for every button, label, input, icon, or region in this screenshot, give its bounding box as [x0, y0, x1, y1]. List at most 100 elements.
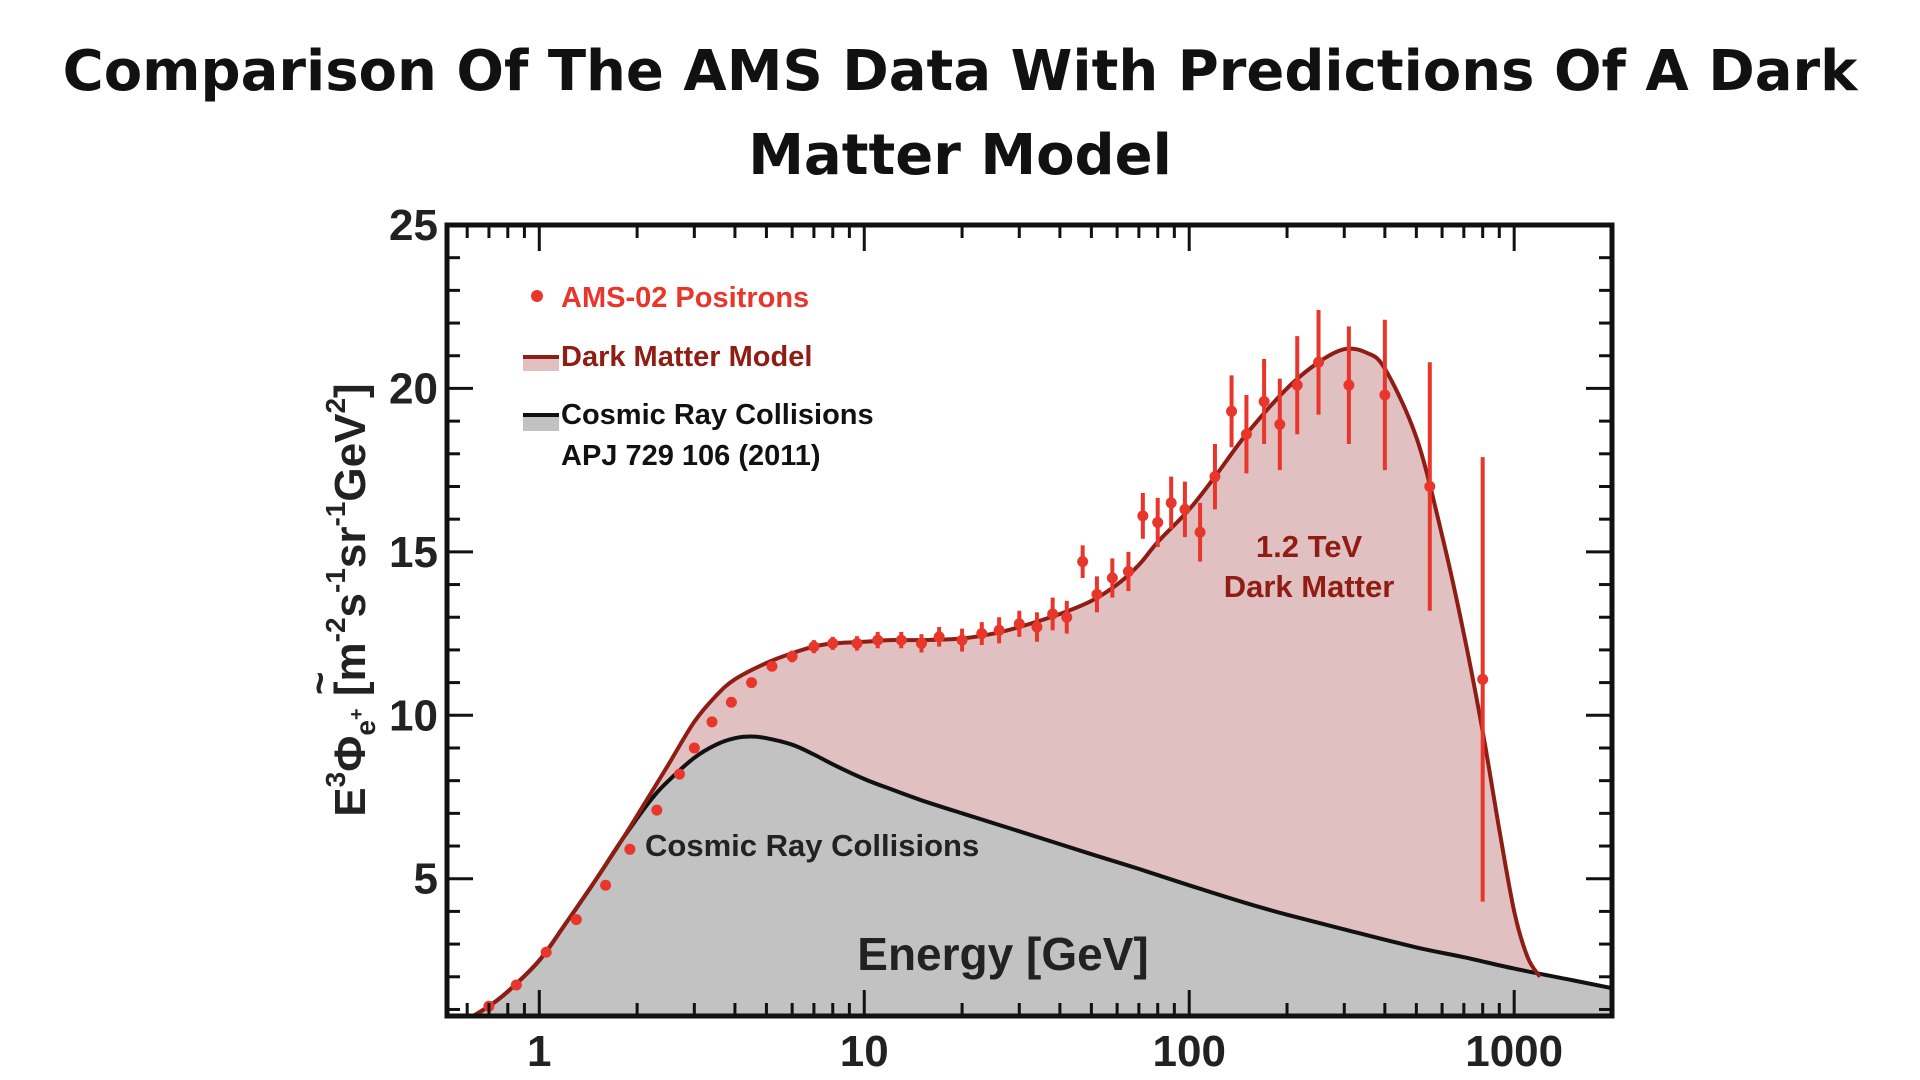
- data-point: [1209, 443, 1221, 510]
- legend-label-reference: APJ 729 106 (2011): [561, 440, 821, 472]
- data-point: [1077, 545, 1089, 579]
- plot-frame: [444, 222, 1615, 1019]
- point-marker: [1122, 565, 1134, 577]
- data-point: [706, 716, 718, 728]
- x-tick-label: 100: [1153, 1027, 1226, 1076]
- dark-matter-annotation-line-1: 1.2 TeV: [1256, 529, 1363, 564]
- point-marker: [1031, 621, 1043, 633]
- data-point: [1137, 493, 1149, 539]
- x-tick-label: 10: [840, 1027, 889, 1076]
- legend-marker-points: [531, 290, 543, 302]
- data-point: [1013, 610, 1025, 637]
- point-marker: [1424, 480, 1436, 492]
- point-marker: [1165, 497, 1177, 509]
- data-point: [933, 627, 945, 647]
- point-marker: [570, 914, 582, 926]
- y-label-units-close: ]: [326, 383, 375, 398]
- y-label-tilde: ~: [298, 672, 342, 695]
- point-marker: [1291, 379, 1303, 391]
- point-marker: [851, 637, 863, 649]
- point-marker: [1106, 572, 1118, 584]
- point-marker: [933, 631, 945, 643]
- data-point: [827, 636, 839, 650]
- point-marker: [915, 637, 927, 649]
- data-point: [673, 768, 685, 780]
- point-marker: [1313, 356, 1325, 368]
- y-label-power: 3: [320, 772, 351, 788]
- point-marker: [1013, 618, 1025, 630]
- cosmic-ray-annotation: Cosmic Ray Collisions: [645, 828, 979, 863]
- data-point: [1240, 394, 1252, 474]
- point-marker: [1343, 379, 1355, 391]
- y-label-exp-3: -1: [320, 502, 351, 527]
- data-point: [895, 631, 907, 649]
- data-point: [1313, 309, 1325, 415]
- data-point: [766, 660, 778, 672]
- data-point: [808, 640, 820, 654]
- data-point: [600, 879, 612, 891]
- point-marker: [600, 879, 612, 891]
- point-marker: [993, 624, 1005, 636]
- dark-matter-annotation-line-2: Dark Matter: [1224, 569, 1395, 604]
- data-point: [786, 650, 798, 663]
- point-marker: [1091, 588, 1103, 600]
- point-marker: [1179, 503, 1191, 515]
- point-marker: [449, 1019, 460, 1030]
- data-point: [1031, 612, 1043, 642]
- x-tick-label: 1000: [1465, 1027, 1563, 1076]
- legend-label-dark-matter: Dark Matter Model: [561, 341, 812, 373]
- point-marker: [1226, 405, 1238, 417]
- data-point: [725, 696, 737, 708]
- data-point: [1106, 558, 1118, 598]
- y-label-phi: Φ: [326, 736, 375, 772]
- data-point: [1477, 457, 1489, 902]
- x-axis-tick-labels: 1 10 100 1000: [527, 1027, 1563, 1076]
- x-tick-label: 1: [527, 1027, 551, 1076]
- data-point: [1194, 502, 1206, 562]
- data-point: [1274, 378, 1286, 471]
- y-label-gev: GeV: [326, 413, 375, 502]
- point-marker: [673, 768, 685, 780]
- data-point: [624, 843, 636, 855]
- y-label-subsup: +: [346, 708, 368, 720]
- y-tick-label: 25: [389, 201, 438, 250]
- point-marker: [540, 946, 552, 958]
- point-marker: [725, 696, 737, 708]
- y-label-units-open: [m: [326, 642, 375, 708]
- data-point: [1122, 551, 1134, 592]
- y-label-s: s: [326, 593, 375, 617]
- y-tick-label: 10: [389, 691, 438, 740]
- point-marker: [1077, 556, 1089, 568]
- point-marker: [1061, 611, 1073, 623]
- point-marker: [895, 634, 907, 646]
- ams-points: [449, 309, 1489, 1030]
- y-tick-label: 15: [389, 528, 438, 577]
- data-point: [651, 804, 663, 816]
- data-point: [851, 636, 863, 651]
- data-point: [1424, 362, 1436, 611]
- y-label-base: E: [326, 787, 375, 816]
- point-marker: [766, 660, 778, 672]
- y-label-exp-1: -2: [320, 617, 351, 642]
- point-marker: [956, 634, 968, 646]
- data-point: [956, 628, 968, 652]
- point-marker: [1137, 510, 1149, 522]
- point-marker: [1258, 396, 1270, 408]
- point-marker: [976, 628, 988, 640]
- y-tick-label: 5: [414, 855, 438, 904]
- data-point: [570, 914, 582, 926]
- point-marker: [651, 804, 663, 816]
- legend-label-cosmic-ray: Cosmic Ray Collisions: [561, 399, 874, 431]
- data-point: [449, 1019, 460, 1030]
- data-point: [993, 617, 1005, 644]
- y-label-sub: e: [350, 720, 381, 736]
- page-title: Comparison Of The AMS Data With Predicti…: [62, 39, 1858, 188]
- y-tick-label: 20: [389, 364, 438, 413]
- y-axis-tick-labels: 5 10 15 20 25: [389, 201, 438, 904]
- point-marker: [1209, 471, 1221, 483]
- point-marker: [1379, 389, 1391, 401]
- point-marker: [808, 641, 820, 653]
- point-marker: [1240, 428, 1252, 440]
- point-marker: [1274, 418, 1286, 430]
